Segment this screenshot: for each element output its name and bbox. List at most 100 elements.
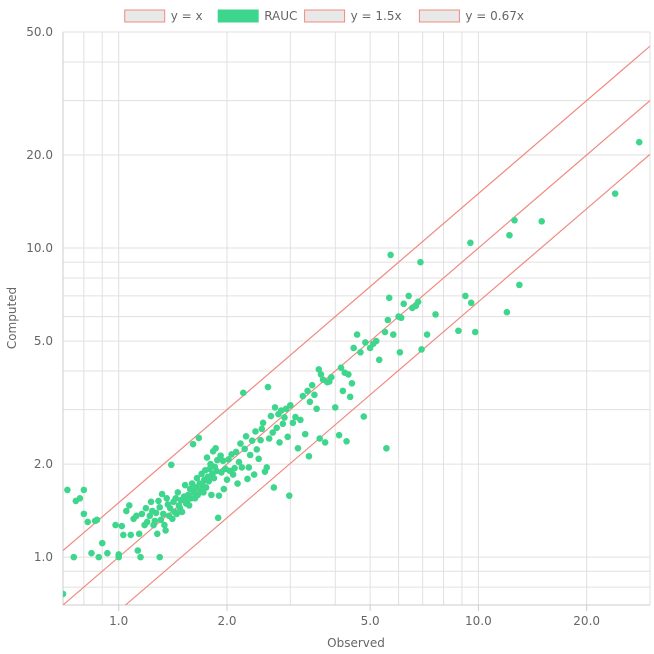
data-point [418, 346, 425, 353]
data-points [63, 138, 643, 598]
data-point [372, 337, 380, 345]
data-point [345, 371, 352, 378]
reference-line [124, 153, 650, 605]
data-point [308, 381, 316, 389]
data-point [244, 475, 251, 483]
data-point [301, 430, 309, 438]
data-point [455, 327, 462, 335]
data-point [315, 366, 323, 373]
data-point [95, 553, 103, 561]
data-point [317, 371, 325, 378]
y-tick-label: 50.0 [26, 25, 53, 39]
data-point [281, 414, 288, 421]
data-point [328, 373, 335, 381]
data-point [245, 464, 253, 471]
data-point [63, 590, 67, 598]
data-point [385, 294, 393, 302]
data-point [353, 331, 361, 338]
data-point [362, 339, 369, 346]
data-point [157, 516, 165, 524]
x-tick-label: 10.0 [465, 614, 492, 628]
data-point [162, 527, 169, 534]
x-tick-label: 20.0 [573, 614, 600, 628]
data-point [360, 413, 368, 420]
data-point [306, 398, 314, 406]
data-point [335, 431, 343, 439]
data-point [506, 231, 513, 239]
data-point [511, 216, 518, 224]
data-point [93, 516, 101, 524]
data-point [112, 521, 119, 529]
data-point [405, 292, 412, 300]
data-point [146, 512, 154, 520]
data-point [250, 471, 258, 478]
data-point [158, 490, 166, 498]
data-point [135, 530, 143, 538]
reference-line [63, 100, 650, 605]
legend-label: y = 1.5x [351, 9, 402, 23]
data-point [257, 436, 264, 444]
data-point [208, 491, 215, 499]
data-point [202, 484, 210, 491]
data-point [397, 314, 405, 322]
data-point [242, 432, 250, 440]
data-point [232, 448, 240, 456]
data-point [313, 405, 320, 413]
data-point [123, 507, 130, 515]
data-point [235, 458, 243, 466]
data-point [169, 515, 176, 523]
data-point [214, 514, 222, 522]
data-point [231, 464, 238, 472]
data-point [241, 445, 248, 453]
data-point [357, 348, 364, 356]
x-axis-title: Observed [327, 636, 385, 650]
data-point [138, 510, 146, 518]
data-point [337, 364, 345, 372]
data-point [414, 298, 422, 306]
data-point [200, 489, 207, 496]
y-tick-label: 2.0 [34, 457, 53, 471]
data-point [350, 344, 357, 352]
data-point [220, 485, 228, 493]
data-point [516, 281, 523, 289]
data-point [432, 311, 439, 318]
data-point [98, 539, 106, 547]
data-point [423, 331, 431, 338]
data-point [147, 498, 155, 506]
data-point [400, 300, 408, 308]
data-point [287, 401, 294, 409]
legend-label: RAUC [264, 9, 297, 23]
data-point [252, 428, 259, 435]
data-point [343, 437, 350, 445]
data-point [229, 471, 237, 478]
data-point [348, 380, 356, 387]
data-point [84, 518, 92, 526]
data-point [390, 331, 397, 338]
data-point [234, 480, 241, 487]
data-point [279, 420, 287, 428]
data-point [285, 492, 293, 500]
y-tick-label: 10.0 [26, 241, 53, 255]
data-point [270, 484, 278, 491]
data-point [156, 553, 163, 561]
data-point [387, 251, 394, 259]
data-point [166, 504, 174, 512]
data-point [174, 489, 182, 496]
data-point [316, 435, 323, 442]
data-point [153, 530, 161, 538]
data-point [156, 503, 163, 511]
data-point [237, 440, 244, 447]
y-tick-labels: 1.0 2.0 5.0 10.0 20.0 50.0 [26, 25, 53, 564]
data-point [467, 299, 475, 307]
legend-label: y = x [171, 9, 203, 23]
data-point [346, 393, 354, 401]
data-point [167, 461, 175, 469]
data-point [133, 512, 140, 520]
data-point [331, 404, 339, 411]
data-point [185, 502, 193, 509]
data-point [292, 413, 299, 421]
x-tick-labels: 1.0 2.0 5.0 10.0 20.0 [109, 605, 600, 628]
data-point [273, 424, 281, 432]
data-point [263, 464, 271, 471]
legend-label: y = 0.67x [465, 9, 524, 23]
